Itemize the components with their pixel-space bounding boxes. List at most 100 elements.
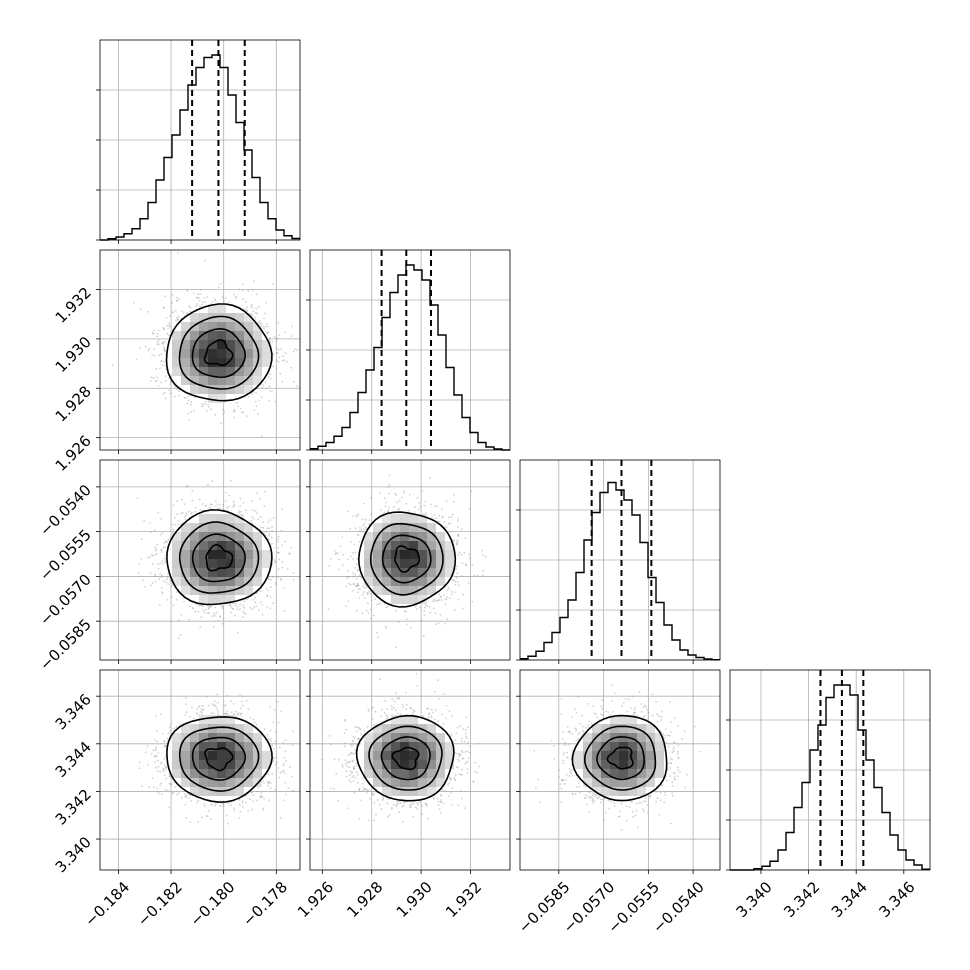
scatter-point (159, 367, 161, 369)
scatter-point (278, 349, 280, 351)
scatter-point (264, 505, 266, 507)
scatter-point (164, 295, 166, 297)
scatter-point (159, 604, 161, 606)
density-cell (208, 385, 217, 394)
scatter-point (268, 400, 270, 402)
density-cell (235, 331, 244, 340)
scatter-point (290, 335, 292, 337)
scatter-point (161, 551, 163, 553)
scatter-point (251, 307, 253, 309)
scatter-point (202, 403, 204, 405)
scatter-point (197, 293, 199, 295)
scatter-point (273, 517, 275, 519)
scatter-point (260, 590, 262, 592)
density-cell (226, 541, 235, 550)
scatter-point (181, 311, 183, 313)
scatter-point (178, 299, 180, 301)
scatter-point (160, 534, 162, 536)
scatter-point (277, 547, 279, 549)
scatter-point (252, 289, 254, 291)
scatter-point (281, 530, 283, 532)
scatter-point (141, 558, 143, 560)
density-cell (181, 586, 190, 595)
hist-panel-0 (96, 40, 300, 244)
scatter-point (176, 388, 178, 390)
scatter-point (180, 513, 182, 515)
scatter-point (280, 578, 282, 580)
scatter-point (262, 614, 264, 616)
scatter-point (380, 509, 382, 511)
scatter-point (171, 302, 173, 304)
scatter-point (164, 546, 166, 548)
scatter-point (171, 596, 173, 598)
scatter-point (270, 579, 272, 581)
scatter-point (201, 616, 203, 618)
scatter-point (253, 518, 255, 520)
scatter-point (273, 354, 275, 356)
scatter-point (138, 572, 140, 574)
scatter-point (158, 343, 160, 345)
scatter-point (235, 605, 237, 607)
density-cell (217, 313, 226, 322)
scatter-point (250, 305, 252, 307)
scatter-point (257, 388, 259, 390)
scatter-point (280, 348, 282, 350)
scatter-point (253, 607, 255, 609)
scatter-point (453, 494, 455, 496)
scatter-point (190, 307, 192, 309)
scatter-point (284, 541, 286, 543)
scatter-point (233, 417, 235, 419)
density-cell (217, 349, 226, 358)
scatter-point (255, 308, 257, 310)
scatter-point (276, 347, 278, 349)
scatter-point (245, 509, 247, 511)
scatter-point (281, 381, 283, 383)
scatter-point (149, 556, 151, 558)
scatter-point (225, 297, 227, 299)
scatter-point (162, 532, 164, 534)
density-cell (262, 559, 271, 568)
scatter-point (166, 317, 168, 319)
scatter-point (457, 572, 459, 574)
scatter-point (218, 287, 220, 289)
density-cell (217, 304, 226, 313)
scatter-point (155, 548, 157, 550)
scatter-point (168, 324, 170, 326)
scatter-point (154, 575, 156, 577)
scatter-point (245, 613, 247, 615)
scatter-point (200, 289, 202, 291)
scatter-point (277, 576, 279, 578)
density-cell (244, 340, 253, 349)
scatter-point (199, 626, 201, 628)
scatter-point (154, 573, 156, 575)
scatter-point (183, 601, 185, 603)
scatter-point (277, 552, 279, 554)
scatter-point (206, 410, 208, 412)
scatter-point (278, 361, 280, 363)
scatter-point (230, 480, 232, 482)
scatter-point (270, 519, 272, 521)
density-cell (244, 568, 253, 577)
scatter-point (233, 505, 235, 507)
scatter-point (142, 579, 144, 581)
scatter-point (293, 351, 295, 353)
scatter-point (275, 340, 277, 342)
scatter-point (155, 581, 157, 583)
scatter-point (180, 634, 182, 636)
scatter-point (147, 311, 149, 313)
scatter-point (149, 348, 151, 350)
scatter-point (168, 334, 170, 336)
scatter-point (137, 497, 139, 499)
scatter-point (157, 564, 159, 566)
density-cell (208, 367, 217, 376)
density-cell (199, 322, 208, 331)
scatter-point (163, 542, 165, 544)
scatter-point (208, 612, 210, 614)
scatter-point (293, 579, 295, 581)
scatter-point (151, 377, 153, 379)
scatter-point (154, 529, 156, 531)
scatter-point (184, 516, 186, 518)
scatter-point (186, 290, 188, 292)
scatter-point (261, 396, 263, 398)
scatter-point (206, 296, 208, 298)
